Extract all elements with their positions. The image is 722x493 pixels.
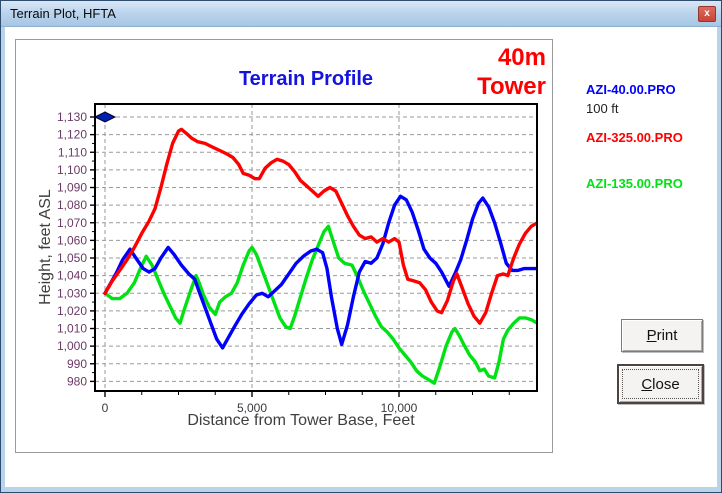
close-button[interactable]: Close <box>617 364 704 404</box>
legend-tower-height: 100 ft <box>586 101 619 116</box>
svg-text:990: 990 <box>67 357 87 371</box>
terrain-chart-svg: 980 990 1,000 1,010 1,020 1,030 1,040 1,050 1,06… <box>57 103 538 415</box>
svg-text:980: 980 <box>67 374 87 388</box>
titlebar[interactable]: Terrain Plot, HFTA x <box>1 1 721 27</box>
svg-text:1,030: 1,030 <box>57 286 87 300</box>
window-close-icon[interactable]: x <box>698 6 716 22</box>
svg-text:1,090: 1,090 <box>57 181 87 195</box>
dialog-client-area: 980 990 1,000 1,010 1,020 1,030 1,040 1,050 1,06… <box>5 27 717 487</box>
svg-text:5,000: 5,000 <box>237 401 267 415</box>
svg-text:10,000: 10,000 <box>381 401 418 415</box>
svg-text:1,010: 1,010 <box>57 322 87 336</box>
x-axis-label: Distance from Tower Base, Feet <box>187 412 415 429</box>
svg-text:1,120: 1,120 <box>57 128 87 142</box>
tower-top-marker <box>93 111 117 123</box>
print-button[interactable]: Print <box>621 319 703 352</box>
legend-entry-azi-325: AZI-325.00.PRO <box>586 130 683 145</box>
y-axis-label: Height, feet ASL <box>37 189 54 305</box>
svg-text:1,080: 1,080 <box>57 198 87 212</box>
svg-text:1,020: 1,020 <box>57 304 87 318</box>
svg-text:1,130: 1,130 <box>57 110 87 124</box>
terrain-chart: 980 990 1,000 1,010 1,020 1,030 1,040 1,050 1,06… <box>15 39 553 453</box>
svg-text:1,070: 1,070 <box>57 216 87 230</box>
svg-text:1,100: 1,100 <box>57 163 87 177</box>
window-title: Terrain Plot, HFTA <box>10 6 116 21</box>
svg-text:0: 0 <box>102 401 109 415</box>
svg-text:1,000: 1,000 <box>57 339 87 353</box>
legend-entry-azi-135: AZI-135.00.PRO <box>586 176 683 191</box>
tower-annotation-line1: 40m <box>497 44 546 71</box>
svg-text:1,060: 1,060 <box>57 233 87 247</box>
tower-annotation-line2: Tower <box>477 73 546 100</box>
chart-title: Terrain Profile <box>238 68 374 90</box>
svg-text:1,040: 1,040 <box>57 269 87 283</box>
legend-entry-azi-40: AZI-40.00.PRO <box>586 82 676 97</box>
svg-text:1,050: 1,050 <box>57 251 87 265</box>
tower-annotation: 40m Tower <box>477 43 546 101</box>
svg-text:1,110: 1,110 <box>58 145 87 159</box>
